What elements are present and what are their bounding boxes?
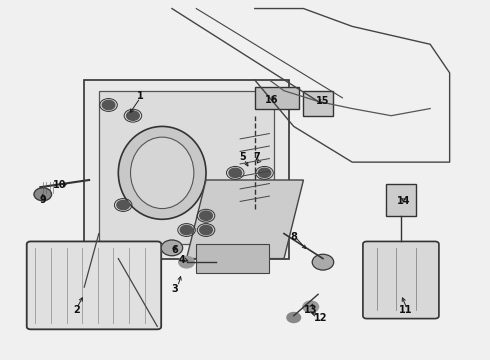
Circle shape [303, 301, 318, 312]
Text: 8: 8 [290, 232, 297, 242]
Text: 14: 14 [396, 197, 410, 206]
Polygon shape [196, 244, 270, 273]
Circle shape [200, 211, 212, 220]
FancyBboxPatch shape [27, 242, 161, 329]
Text: 7: 7 [254, 152, 261, 162]
Circle shape [34, 188, 51, 201]
Circle shape [161, 240, 183, 256]
Text: 13: 13 [304, 305, 318, 315]
FancyBboxPatch shape [255, 87, 298, 109]
Circle shape [102, 100, 115, 110]
Text: 9: 9 [39, 195, 46, 204]
Text: 10: 10 [53, 180, 67, 190]
Text: 5: 5 [239, 152, 246, 162]
Ellipse shape [118, 126, 206, 219]
FancyBboxPatch shape [303, 91, 333, 116]
FancyBboxPatch shape [363, 242, 439, 319]
FancyBboxPatch shape [386, 184, 416, 216]
Circle shape [200, 225, 212, 235]
Circle shape [117, 201, 129, 210]
Ellipse shape [130, 137, 194, 208]
FancyBboxPatch shape [84, 80, 289, 258]
Text: 1: 1 [137, 91, 144, 101]
FancyBboxPatch shape [99, 91, 274, 244]
Circle shape [287, 312, 300, 323]
Circle shape [180, 225, 193, 235]
Circle shape [126, 111, 139, 120]
Text: 6: 6 [171, 245, 178, 255]
Text: 3: 3 [171, 284, 178, 294]
Text: 4: 4 [178, 255, 185, 265]
Polygon shape [187, 180, 303, 258]
Circle shape [229, 168, 242, 177]
Text: 12: 12 [314, 312, 327, 323]
Text: 11: 11 [399, 305, 413, 315]
Text: 15: 15 [316, 96, 330, 107]
Circle shape [258, 168, 271, 177]
Text: 2: 2 [74, 305, 80, 315]
Circle shape [179, 256, 195, 268]
Circle shape [312, 254, 334, 270]
Text: 16: 16 [265, 95, 278, 105]
